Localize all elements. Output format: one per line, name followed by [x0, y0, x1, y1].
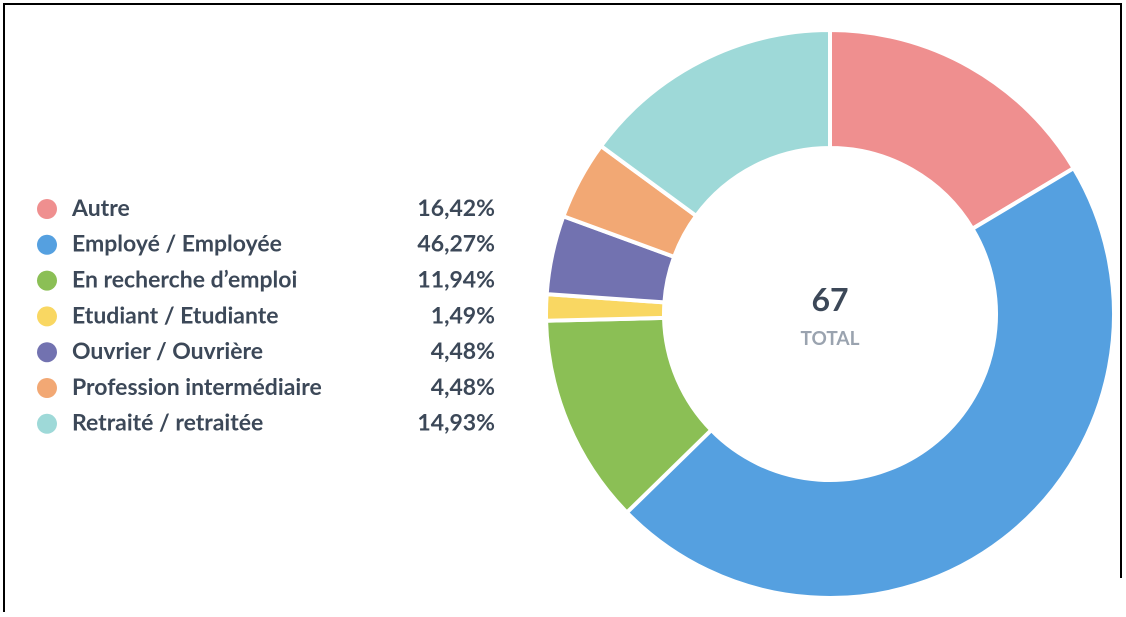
- legend-label: Employé / Employée: [72, 229, 282, 257]
- donut-segment: [624, 165, 1117, 601]
- legend-marker: [37, 413, 57, 434]
- legend-value: 14,93%: [417, 408, 495, 436]
- legend-value: 46,27%: [417, 229, 495, 257]
- legend-label: Ouvrier / Ouvrière: [72, 336, 263, 364]
- legend-label: Retraité / retraitée: [72, 408, 263, 436]
- legend-label: Etudiant / Etudiante: [72, 300, 279, 328]
- legend-marker: [37, 270, 57, 291]
- center-label: TOTAL: [801, 327, 860, 350]
- center-value: 67: [811, 279, 848, 318]
- legend-value: 11,94%: [417, 265, 495, 293]
- frame: [3, 3, 1122, 612]
- legend-label: En recherche d’emploi: [72, 265, 297, 293]
- legend-marker: [37, 378, 57, 398]
- legend-label: Autre: [71, 193, 130, 221]
- legend-marker: [37, 342, 57, 363]
- legend-label: Profession intermédiaire: [72, 372, 322, 400]
- legend-marker: [37, 234, 57, 255]
- legend-value: 1,49%: [431, 300, 495, 328]
- legend-marker: [37, 199, 57, 219]
- legend-value: 16,42%: [417, 193, 495, 221]
- legend-value: 4,48%: [431, 372, 495, 400]
- donut-segment: [828, 27, 1077, 232]
- donut-segment: [598, 27, 832, 219]
- legend-marker: [37, 306, 57, 327]
- legend-value: 4,48%: [431, 336, 495, 364]
